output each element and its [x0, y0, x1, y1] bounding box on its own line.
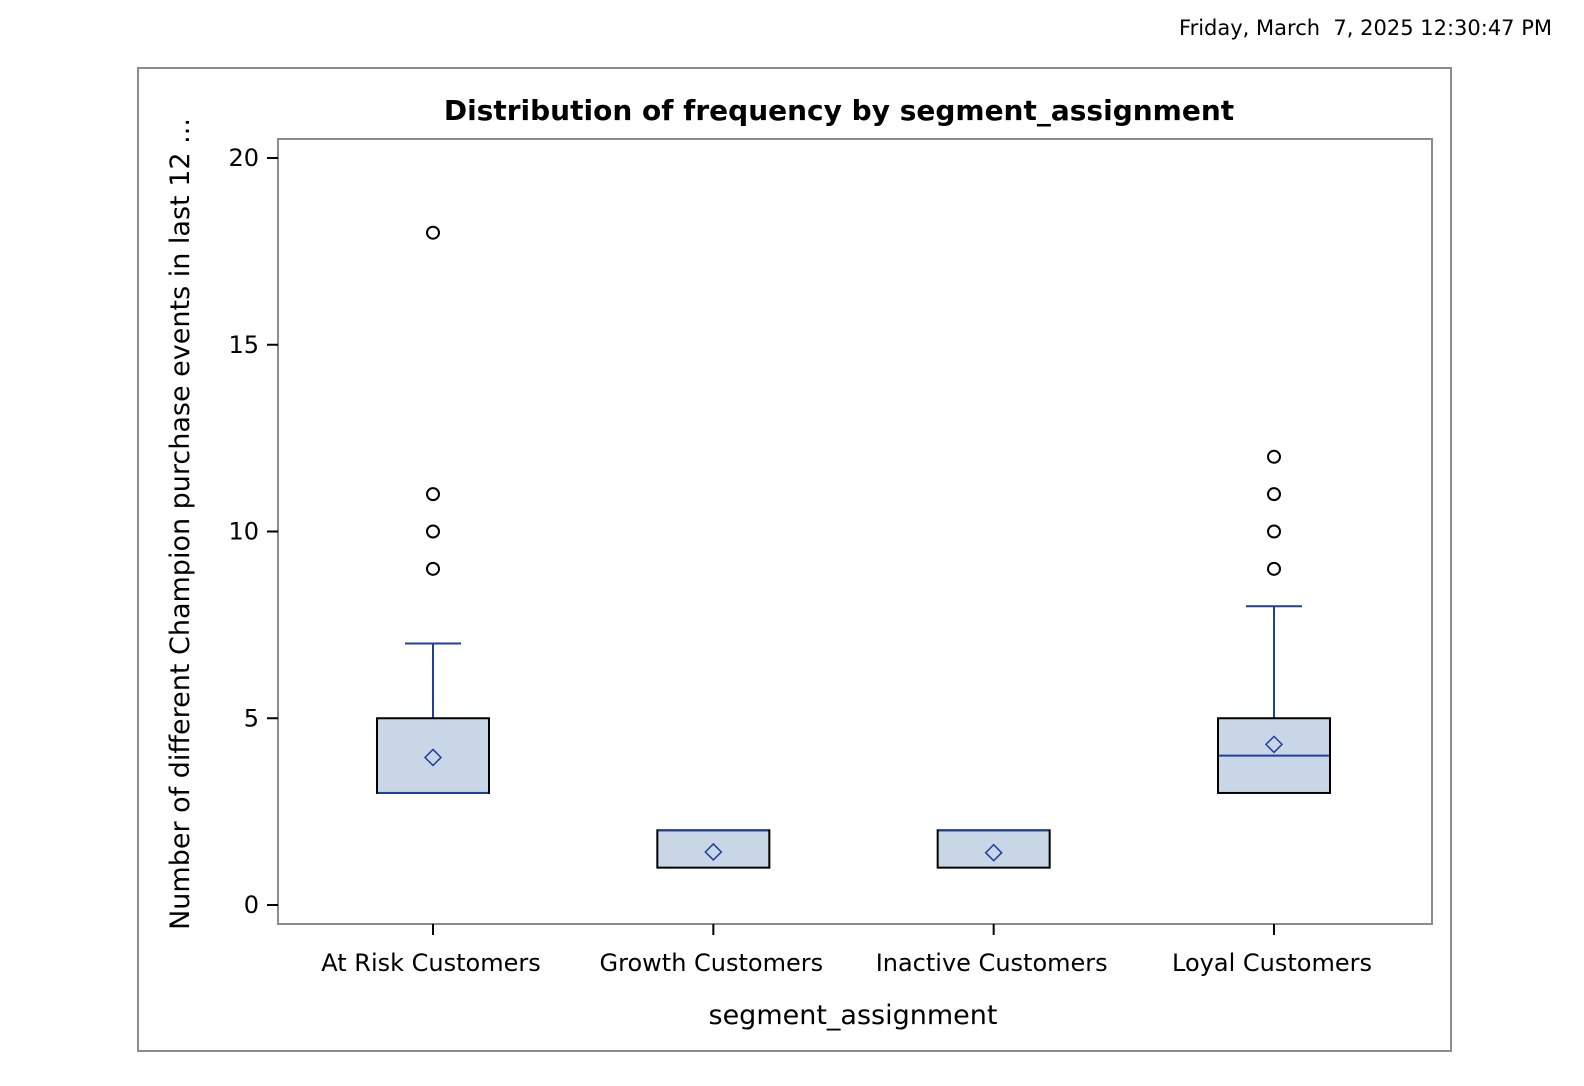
outlier-point: [426, 561, 440, 576]
outlier-point: [426, 225, 440, 240]
box-growth-customers: [656, 829, 771, 869]
outlier-point: [1267, 487, 1281, 502]
outlier-point: [1267, 561, 1281, 576]
box-loyal-customers: [1217, 449, 1331, 794]
mean-marker: [423, 748, 443, 767]
x-tick-label: At Risk Customers: [321, 949, 541, 977]
y-tick-label: 20: [228, 144, 259, 172]
outlier-point: [1267, 449, 1281, 464]
box-at-risk-customers: [376, 225, 490, 794]
box-iqr: [656, 829, 771, 869]
mean-marker: [704, 842, 723, 862]
x-tick-label: Loyal Customers: [1172, 949, 1372, 977]
y-tick-label: 5: [244, 704, 259, 732]
y-tick-label: 10: [228, 518, 259, 546]
y-axis: 0 5 10 15 20: [228, 144, 278, 919]
box-inactive-customers: [936, 829, 1051, 869]
x-tick-label: Growth Customers: [600, 949, 824, 977]
box-iqr: [376, 717, 490, 794]
plot-area: [277, 138, 1433, 925]
mean-marker: [1264, 735, 1284, 754]
mean-marker: [984, 843, 1003, 862]
x-axis: At Risk Customers Growth Customers Inactiv…: [321, 924, 1372, 977]
box-plot-chart: Distribution of frequency by segment_ass…: [165, 94, 1433, 1031]
boxes-group: [376, 225, 1331, 869]
chart-frame: Distribution of frequency by segment_ass…: [137, 67, 1452, 1052]
chart-title: Distribution of frequency by segment_ass…: [444, 94, 1234, 127]
x-tick-label: Inactive Customers: [876, 949, 1108, 977]
y-tick-label: 0: [244, 891, 259, 919]
outlier-point: [426, 487, 440, 502]
y-axis-label: Number of different Champion purchase ev…: [165, 118, 196, 930]
x-axis-label: segment_assignment: [709, 1000, 998, 1031]
timestamp: Friday, March 7, 2025 12:30:47 PM: [1179, 16, 1552, 40]
outlier-point: [426, 524, 440, 539]
box-iqr: [936, 829, 1051, 869]
outlier-point: [1267, 524, 1281, 539]
y-tick-label: 15: [228, 331, 259, 359]
